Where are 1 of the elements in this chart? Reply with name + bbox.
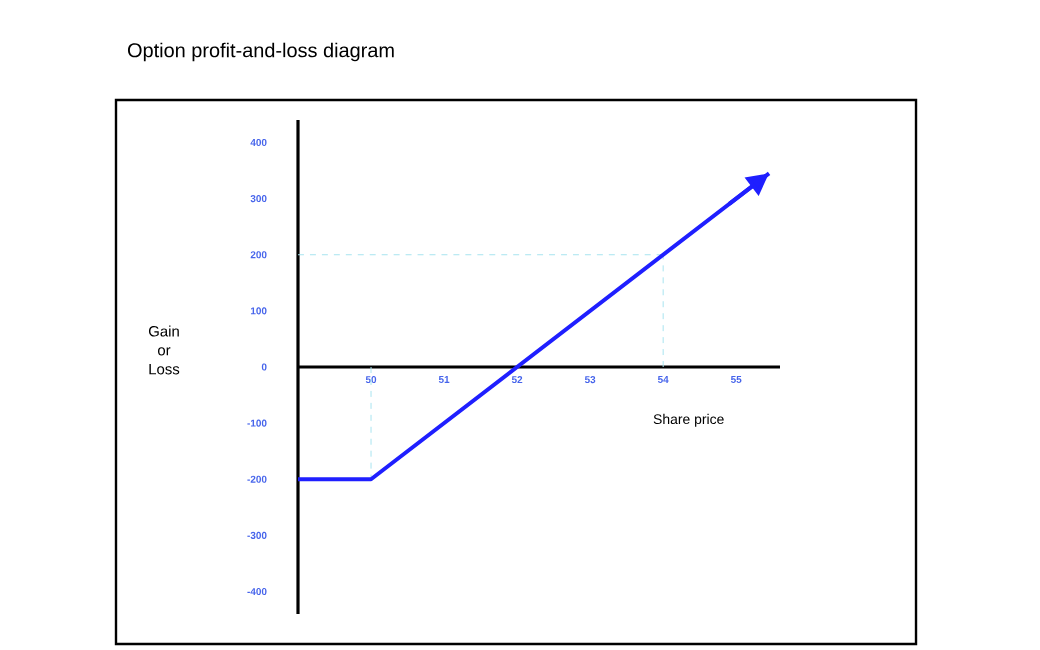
chart-title: Option profit-and-loss diagram (127, 42, 394, 62)
